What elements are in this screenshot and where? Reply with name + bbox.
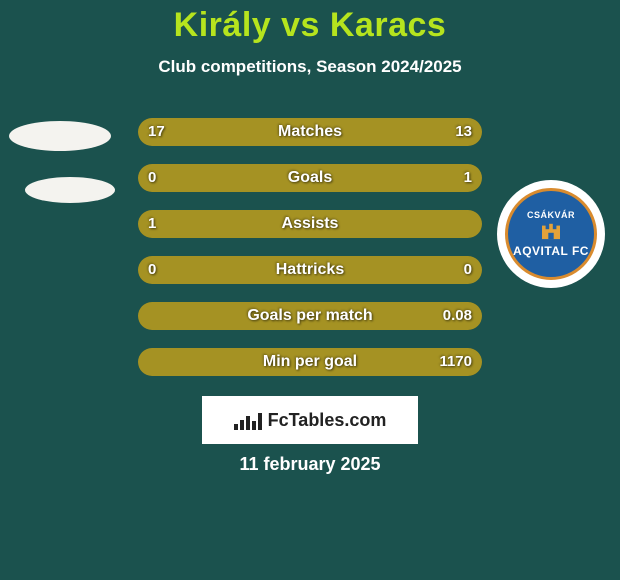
club-badge-inner: CSÁKVÁR AQVITAL FC [505, 188, 597, 280]
stat-value-right: 1 [464, 164, 472, 192]
stat-label: Goals [138, 164, 482, 192]
stat-row: Assists1 [138, 210, 482, 238]
stat-value-right: 1170 [439, 348, 472, 376]
page-title: Király vs Karacs [0, 0, 620, 45]
bars-icon [234, 410, 262, 430]
stat-value-left: 17 [148, 118, 165, 146]
club-badge: CSÁKVÁR AQVITAL FC [497, 180, 605, 288]
stat-value-right: 13 [455, 118, 472, 146]
stat-row: Hattricks0 0 [138, 256, 482, 284]
castle-icon [540, 222, 562, 240]
stat-label: Assists [138, 210, 482, 238]
subtitle: Club competitions, Season 2024/2025 [0, 57, 620, 77]
attribution-text: FcTables.com [268, 410, 387, 431]
stat-row: Goals per match0.08 [138, 302, 482, 330]
stat-value-left: 1 [148, 210, 156, 238]
stat-row: Matches17 13 [138, 118, 482, 146]
content-root: Király vs Karacs Club competitions, Seas… [0, 0, 620, 580]
stat-label: Hattricks [138, 256, 482, 284]
attribution-box: FcTables.com [202, 396, 418, 444]
stat-value-right: 0 [464, 256, 472, 284]
player-left-photo-placeholder-1 [9, 121, 111, 151]
badge-top-text: CSÁKVÁR [527, 210, 575, 220]
stat-row: Min per goal1170 [138, 348, 482, 376]
badge-bottom-text: AQVITAL FC [513, 244, 589, 258]
stat-row: Goals0 1 [138, 164, 482, 192]
stat-label: Goals per match [138, 302, 482, 330]
stat-value-right: 0.08 [443, 302, 472, 330]
date-text: 11 february 2025 [0, 454, 620, 475]
stat-label: Min per goal [138, 348, 482, 376]
stat-value-left: 0 [148, 164, 156, 192]
stat-label: Matches [138, 118, 482, 146]
stat-value-left: 0 [148, 256, 156, 284]
player-left-photo-placeholder-2 [25, 177, 115, 203]
stats-container: Matches1713Goals01Assists1Hattricks00Goa… [138, 118, 482, 394]
